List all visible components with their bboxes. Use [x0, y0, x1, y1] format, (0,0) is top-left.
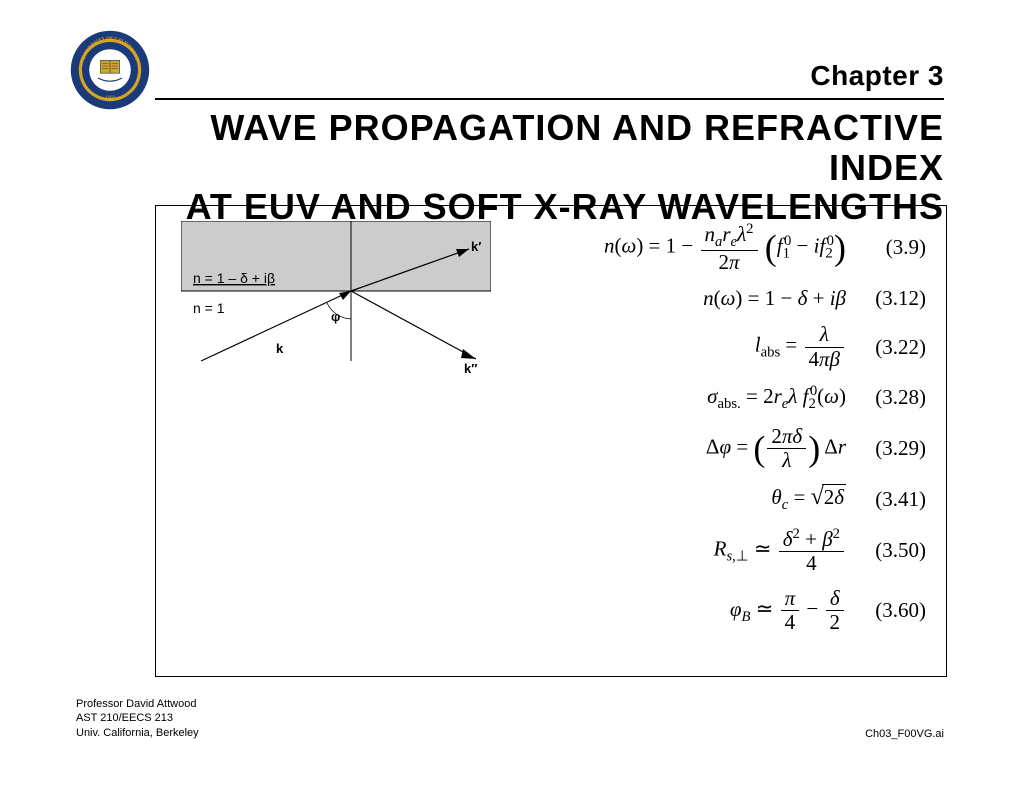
eq-num: (3.60)	[866, 598, 926, 623]
eq-num: (3.9)	[866, 235, 926, 260]
eq-num: (3.28)	[866, 385, 926, 410]
diagram-label-phi: φ	[331, 309, 340, 324]
eq-num: (3.29)	[866, 436, 926, 461]
title-line-1: WAVE PROPAGATION AND REFRACTIVE INDEX	[210, 107, 944, 188]
footer-affiliation: Univ. California, Berkeley	[76, 727, 199, 739]
eq-3-50: Rs,⊥ ≃ δ2 + β24 (3.50)	[526, 526, 926, 575]
footer-course: AST 210/EECS 213	[76, 712, 173, 724]
eq-num: (3.22)	[866, 335, 926, 360]
footer-filename: Ch03_F00VG.ai	[865, 728, 944, 740]
footer-author: Professor David Attwood	[76, 698, 196, 710]
equations-column: n(ω) = 1 − nareλ22π (f10 − if20) (3.9) n…	[526, 221, 926, 647]
diagram-label-k: k	[276, 341, 284, 356]
content-box: k k′ k″ φ n = 1 – δ + iβ n = 1 n(ω) = 1 …	[155, 205, 947, 677]
refraction-diagram: k k′ k″ φ n = 1 – δ + iβ n = 1	[181, 221, 491, 401]
berkeley-seal: UNIVERSITY OF CALIFORNIA · 1868 ·	[70, 30, 150, 110]
eq-3-29: Δφ = (2πδλ) Δr (3.29)	[526, 425, 926, 472]
eq-3-12: n(ω) = 1 − δ + iβ (3.12)	[526, 286, 926, 311]
eq-num: (3.41)	[866, 487, 926, 512]
svg-text:· 1868 ·: · 1868 ·	[102, 96, 118, 101]
eq-3-60: φB ≃ π4 − δ2 (3.60)	[526, 587, 926, 634]
eq-3-41: θc = √2δ (3.41)	[526, 484, 926, 514]
eq-3-9: n(ω) = 1 − nareλ22π (f10 − if20) (3.9)	[526, 221, 926, 274]
eq-num: (3.50)	[866, 538, 926, 563]
diagram-label-n-bot: n = 1	[193, 300, 225, 316]
slide-page: UNIVERSITY OF CALIFORNIA · 1868 · Chapte…	[0, 0, 1020, 788]
diagram-label-kp: k′	[471, 239, 481, 254]
eq-3-28: σabs. = 2reλ f20(ω) (3.28)	[526, 383, 926, 413]
diagram-label-kpp: k″	[464, 361, 477, 376]
chapter-label: Chapter 3	[810, 60, 944, 92]
eq-3-22: labs = λ4πβ (3.22)	[526, 323, 926, 370]
diagram-label-n-top: n = 1 – δ + iβ	[193, 270, 275, 286]
eq-num: (3.12)	[866, 286, 926, 311]
footer-left: Professor David Attwood AST 210/EECS 213…	[76, 697, 199, 740]
header-rule	[155, 98, 944, 100]
